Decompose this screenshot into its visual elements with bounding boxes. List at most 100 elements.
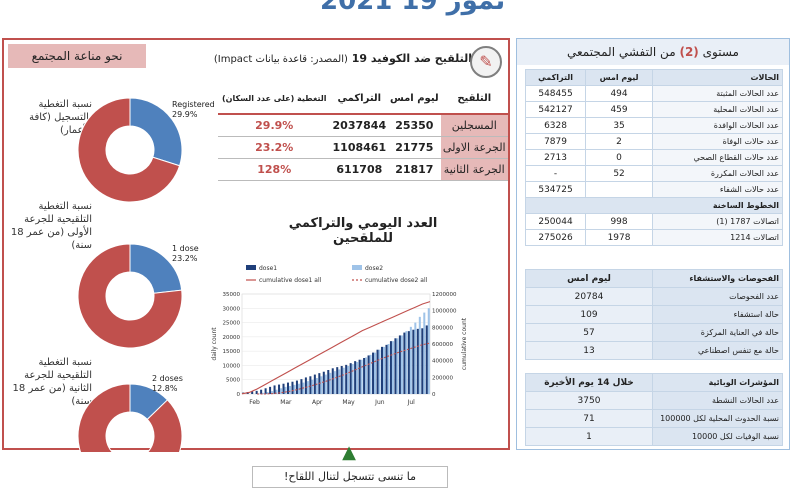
row-label: عدد حالات الوفاة <box>652 133 783 150</box>
bar-dose2 <box>315 378 318 394</box>
cell-cumulative: 611708 <box>330 158 389 181</box>
row-label: عدد الحالات المكررة <box>652 165 783 182</box>
bar-dose2 <box>374 352 377 394</box>
table-row: حالة في العناية المركزة 57 <box>525 323 783 342</box>
pie-slice-remaining <box>77 383 183 452</box>
cell-coverage: 128% <box>218 158 331 181</box>
bar-dose1 <box>349 363 352 394</box>
bar-dose2 <box>369 354 372 394</box>
section-title: المؤشرات الوبائية <box>652 373 783 392</box>
table-row: عدد حالات الوفاة 2 7879 <box>524 133 783 150</box>
bar-dose2 <box>266 392 269 394</box>
y2-tick-label: 1000000 <box>432 309 457 315</box>
x-tick-label: Apr <box>312 399 323 406</box>
table-row: الجرعة الثانية 21817 611708 128% <box>218 158 508 181</box>
pie-label-dose2: نسبة التغطية التلقيحية للجرعة الثانية (م… <box>12 357 92 407</box>
bar-dose1 <box>260 389 263 394</box>
cell-cumulative: 275026 <box>524 229 587 246</box>
bar-dose1 <box>407 331 410 394</box>
table-row: اتصالات 1787 (1) 998 250044 <box>524 213 783 230</box>
bar-dose1 <box>367 355 370 394</box>
bar-dose2 <box>351 364 354 394</box>
pie-slice-remaining <box>77 97 181 203</box>
x-tick-label: Jun <box>374 399 385 406</box>
cell-yesterday: 35 <box>585 117 653 134</box>
row-label: نسبة الحدوث المحلية لكل 100000 <box>652 409 783 428</box>
row-label: اتصالات 1787 (1) <box>652 213 783 230</box>
register-slogan: ما تنسى تتسجل لتنال اللقاح! <box>252 466 448 488</box>
y2-axis-label: cumulative count <box>461 317 468 370</box>
section-title: الفحوصات والاستشفاء <box>652 269 783 288</box>
bar-dose1 <box>412 329 415 394</box>
bar-dose2 <box>391 341 394 394</box>
y-tick-label: 35000 <box>223 292 241 298</box>
bar-dose2 <box>400 335 403 394</box>
bar-dose1 <box>385 344 388 394</box>
x-tick-label: Jul <box>407 399 416 406</box>
row-label: حالة استشفاء <box>652 305 783 324</box>
bar-dose1 <box>295 380 298 394</box>
row-label: عدد الفحوصات <box>652 287 783 306</box>
cell-value: 20784 <box>525 287 653 306</box>
bar-dose1 <box>322 371 325 394</box>
legend-label: dose2 <box>365 265 383 272</box>
y-tick-label: 25000 <box>223 321 241 327</box>
vaccination-table-header: التلقيح ليوم امس التراكمي التغطية (على ع… <box>218 84 508 115</box>
bar-dose1 <box>363 358 366 394</box>
cell-cumulative: 534725 <box>524 181 587 198</box>
cell-yesterday: 459 <box>585 101 653 118</box>
cell-cumulative: 542127 <box>524 101 587 118</box>
cell-yesterday <box>585 181 653 198</box>
y2-tick-label: 600000 <box>432 342 453 348</box>
col-header: ليوم امس <box>585 69 653 86</box>
bar-dose1 <box>389 341 392 394</box>
indicators-table: المؤشرات الوبائية خلال 14 يوم الأخيرة عد… <box>525 373 783 446</box>
vaccination-title-main: التلقيح ضد الكوفيد 19 <box>351 52 472 65</box>
row-label: حالة مع تنفس اصطناعي <box>652 341 783 360</box>
community-immunity-title: نحو مناعة المجتمع <box>8 44 146 68</box>
cell-value: 109 <box>525 305 653 324</box>
legend-label: cumulative dose1 all <box>259 277 322 284</box>
bar-dose1 <box>398 335 401 394</box>
table-row: عدد الحالات المكررة 52- <box>524 165 783 182</box>
row-label: حالة في العناية المركزة <box>652 323 783 342</box>
y2-tick-label: 400000 <box>432 359 453 365</box>
cell-yesterday: 2 <box>585 133 653 150</box>
bar-dose1 <box>380 346 383 394</box>
line-cumulative-dose1 <box>241 301 431 395</box>
bar-dose1 <box>403 332 406 394</box>
bar-dose2 <box>342 367 345 394</box>
table-row: عدد الحالات المثبتة 494 548455 <box>524 85 783 102</box>
table-row: عدد الحالات النشطة 3750 <box>525 391 783 410</box>
bar-dose2 <box>311 379 314 394</box>
bar-dose1 <box>331 368 334 394</box>
col-header: التراكمي <box>330 84 389 115</box>
row-label: اتصالات 1214 <box>652 229 783 246</box>
row-label: المسجلين <box>440 114 508 137</box>
cedar-logo-icon: ▲ <box>342 442 356 463</box>
pie-pct-registered: Registered 29.9% <box>172 100 215 119</box>
x-tick-label: Feb <box>249 399 260 406</box>
vaccination-source: (المصدر: قاعدة بيانات Impact) <box>213 54 348 65</box>
bar-dose2 <box>387 344 390 394</box>
bar-dose2 <box>333 371 336 394</box>
indicators-header: المؤشرات الوبائية خلال 14 يوم الأخيرة <box>525 373 783 392</box>
bar-dose1 <box>269 386 272 394</box>
bar-dose2 <box>396 338 399 394</box>
hotlines-header: الخطوط الساخنة <box>525 197 783 214</box>
cell-yesterday: 25350 <box>388 114 441 137</box>
table-row: عدد حالات القطاع الصحي 0 2713 <box>524 149 783 166</box>
cell-cumulative: 7879 <box>524 133 587 150</box>
row-label: عدد الحالات النشطة <box>652 391 783 410</box>
table-row: عدد الحالات الوافدة 35 6328 <box>524 117 783 134</box>
bar-dose1 <box>345 364 348 394</box>
bar-dose1 <box>394 338 397 394</box>
bar-dose2 <box>423 312 426 394</box>
y2-tick-label: 200000 <box>432 375 453 381</box>
outbreak-level: (2) <box>679 45 699 59</box>
cell-value: 1 <box>525 427 653 446</box>
outbreak-panel: مستوى (2) من التفشي المجتمعي الحالات ليو… <box>516 38 790 450</box>
x-tick-label: May <box>342 399 355 406</box>
pie-chart-dose1 <box>77 243 183 349</box>
col-header: الحالات <box>652 69 783 86</box>
